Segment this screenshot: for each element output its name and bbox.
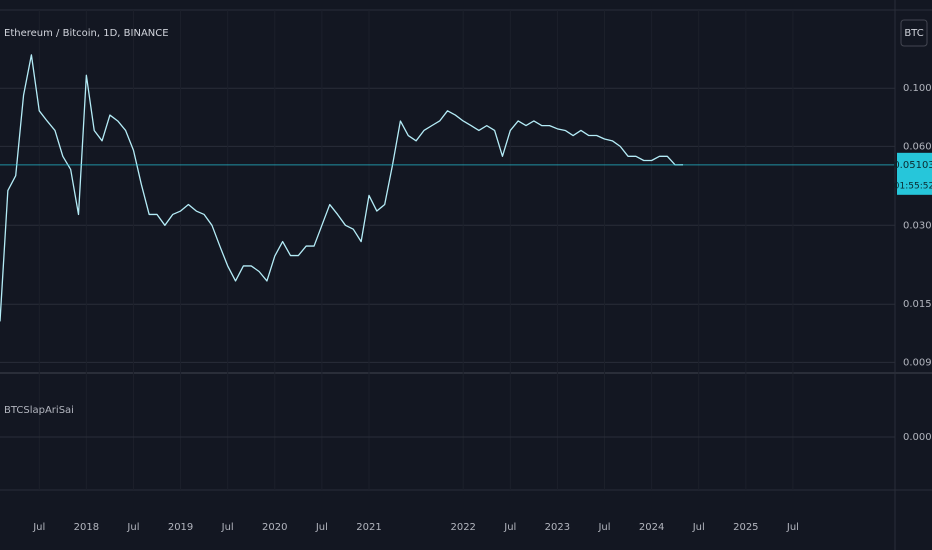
x-tick-label: Jul [786,522,799,533]
symbol-button-label[interactable]: BTC [904,28,923,39]
x-tick-label: Jul [315,522,328,533]
y-tick-label: 0.00000 [903,432,932,443]
price-tag-countdown: 01:55:52 [894,181,932,191]
indicator-title: BTCSlapAriSai [4,405,74,416]
x-tick-label: 2025 [733,522,758,533]
price-tag [897,152,932,195]
x-tick-label: 2018 [74,522,99,533]
x-tick-label: 2023 [545,522,570,533]
x-tick-label: Jul [32,522,45,533]
x-tick-label: 2021 [356,522,381,533]
x-tick-label: Jul [503,522,516,533]
x-tick-label: Jul [692,522,705,533]
x-tick-label: Jul [126,522,139,533]
price-tag-value: 0.05103 [893,160,932,171]
price-line [0,54,684,322]
symbol-button[interactable] [900,19,928,47]
plot [0,54,895,322]
x-tick-label: 2022 [450,522,475,533]
y-tick-label: 0.00900 [903,357,932,368]
y-tick-label: 0.06000 [903,141,932,152]
x-tick-label: Jul [221,522,234,533]
x-tick-label: Jul [597,522,610,533]
y-tick-label: 0.03000 [903,220,932,231]
x-tick-label: 2024 [639,522,664,533]
x-tick-label: 2020 [262,522,287,533]
grid [0,10,895,490]
y-tick-label: 0.10000 [903,83,932,94]
x-tick-label: 2019 [168,522,193,533]
y-tick-label: 0.01500 [903,299,932,310]
chart-title: Ethereum / Bitcoin, 1D, BINANCE [4,28,169,39]
